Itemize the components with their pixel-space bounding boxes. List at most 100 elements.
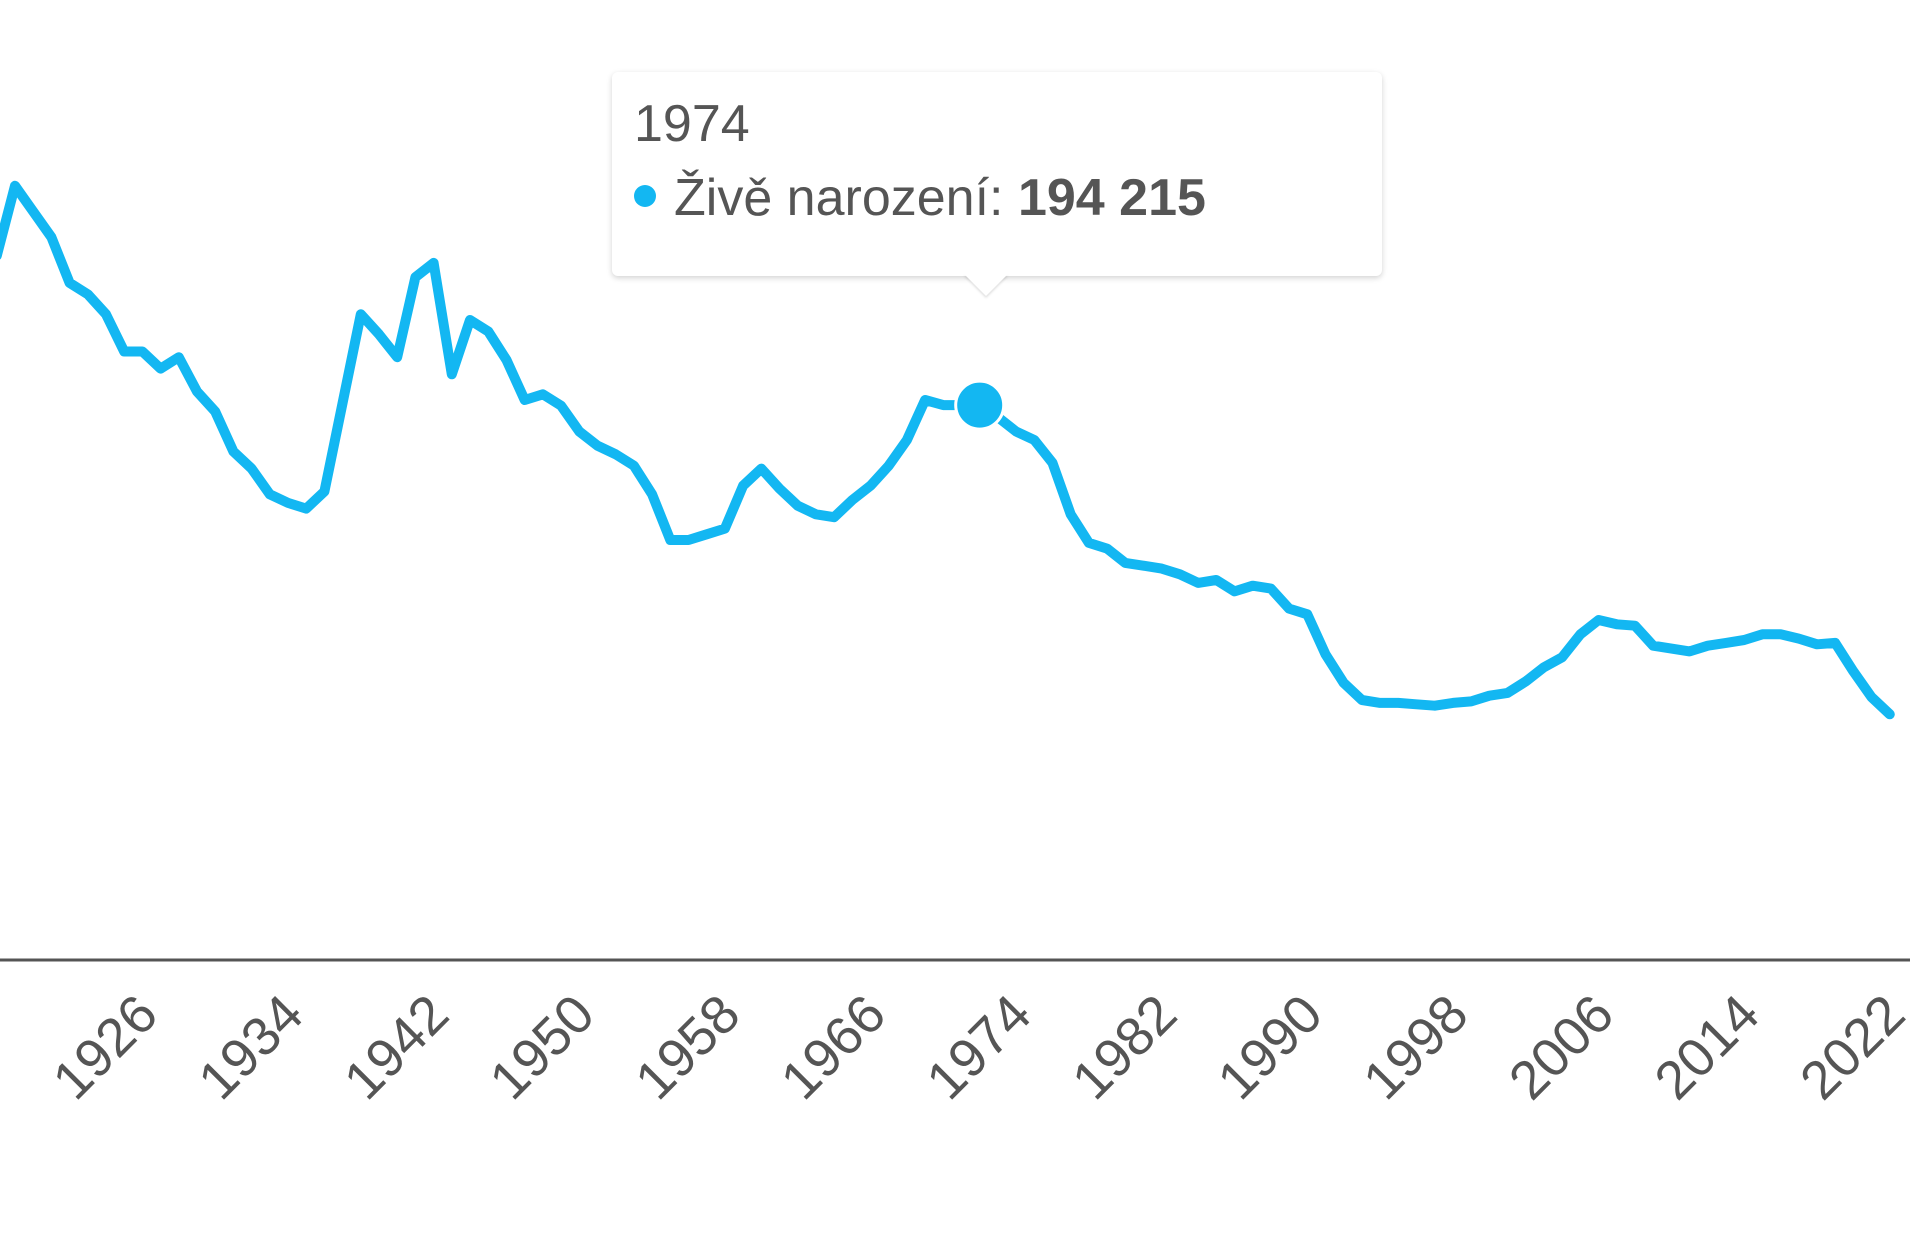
data-point-1995[interactable] [1356, 694, 1368, 706]
data-point-1925[interactable] [82, 288, 94, 300]
data-point-1948[interactable] [501, 354, 513, 366]
data-point-1958[interactable] [683, 534, 695, 546]
data-point-2011[interactable] [1647, 640, 1659, 652]
data-point-1972[interactable] [937, 399, 949, 411]
data-point-2024[interactable] [1884, 708, 1896, 720]
data-point-2010[interactable] [1629, 620, 1641, 632]
data-point-2021[interactable] [1829, 637, 1841, 649]
data-point-1966[interactable] [828, 511, 840, 523]
data-point-1945[interactable] [446, 368, 458, 380]
data-point-1963[interactable] [774, 483, 786, 495]
data-point-1983[interactable] [1138, 560, 1150, 572]
data-point-1927[interactable] [118, 346, 130, 358]
data-point-1929[interactable] [155, 363, 167, 375]
data-point-2006[interactable] [1556, 651, 1568, 663]
data-point-1991[interactable] [1283, 603, 1295, 615]
data-point-1944[interactable] [428, 257, 440, 269]
data-point-1926[interactable] [100, 308, 112, 320]
data-point-1982[interactable] [1119, 557, 1131, 569]
data-point-1950[interactable] [537, 388, 549, 400]
data-point-1955[interactable] [628, 460, 640, 472]
data-point-1993[interactable] [1320, 648, 1332, 660]
data-point-1957[interactable] [664, 534, 676, 546]
data-point-2003[interactable] [1502, 687, 1514, 699]
data-point-1933[interactable] [227, 446, 239, 458]
data-point-1960[interactable] [719, 523, 731, 535]
data-point-1959[interactable] [701, 528, 713, 540]
data-point-2007[interactable] [1574, 628, 1586, 640]
data-point-1989[interactable] [1247, 580, 1259, 592]
data-point-1937[interactable] [300, 503, 312, 515]
data-point-1979[interactable] [1065, 508, 1077, 520]
data-point-1953[interactable] [592, 440, 604, 452]
data-point-1968[interactable] [865, 480, 877, 492]
data-point-1981[interactable] [1101, 543, 1113, 555]
data-point-1954[interactable] [610, 448, 622, 460]
data-point-1971[interactable] [919, 394, 931, 406]
data-point-1923[interactable] [45, 231, 57, 243]
data-point-1980[interactable] [1083, 537, 1095, 549]
data-point-2008[interactable] [1593, 614, 1605, 626]
data-point-1994[interactable] [1338, 677, 1350, 689]
data-point-1978[interactable] [1047, 457, 1059, 469]
data-point-1998[interactable] [1411, 698, 1423, 710]
highlighted-data-point[interactable] [954, 379, 1006, 431]
data-point-2016[interactable] [1738, 634, 1750, 646]
data-point-1964[interactable] [792, 500, 804, 512]
data-point-2004[interactable] [1520, 675, 1532, 687]
data-point-1951[interactable] [555, 400, 567, 412]
data-point-1962[interactable] [755, 463, 767, 475]
data-point-1934[interactable] [246, 463, 258, 475]
data-point-1997[interactable] [1392, 697, 1404, 709]
data-point-2020[interactable] [1811, 638, 1823, 650]
data-point-1967[interactable] [846, 494, 858, 506]
data-point-1936[interactable] [282, 497, 294, 509]
data-point-1956[interactable] [646, 488, 658, 500]
data-point-1943[interactable] [409, 271, 421, 283]
data-point-1935[interactable] [264, 488, 276, 500]
data-point-2015[interactable] [1720, 637, 1732, 649]
data-point-1999[interactable] [1429, 700, 1441, 712]
data-point-2013[interactable] [1684, 645, 1696, 657]
data-point-1947[interactable] [482, 326, 494, 338]
data-point-1931[interactable] [191, 386, 203, 398]
data-point-2009[interactable] [1611, 618, 1623, 630]
data-point-1949[interactable] [519, 394, 531, 406]
data-point-2019[interactable] [1793, 633, 1805, 645]
data-point-2014[interactable] [1702, 640, 1714, 652]
data-point-1985[interactable] [1174, 568, 1186, 580]
data-point-1924[interactable] [64, 277, 76, 289]
data-point-1969[interactable] [883, 460, 895, 472]
data-point-1970[interactable] [901, 434, 913, 446]
data-point-1922[interactable] [27, 206, 39, 218]
data-point-1961[interactable] [737, 480, 749, 492]
data-point-1996[interactable] [1374, 697, 1386, 709]
data-point-1932[interactable] [209, 406, 221, 418]
data-point-1987[interactable] [1210, 574, 1222, 586]
data-point-1986[interactable] [1192, 577, 1204, 589]
data-point-1930[interactable] [173, 351, 185, 363]
data-point-2018[interactable] [1775, 628, 1787, 640]
data-point-2017[interactable] [1756, 628, 1768, 640]
data-point-1977[interactable] [1028, 434, 1040, 446]
data-point-1928[interactable] [136, 346, 148, 358]
data-point-1952[interactable] [573, 426, 585, 438]
data-point-1965[interactable] [810, 508, 822, 520]
data-point-1984[interactable] [1156, 563, 1168, 575]
data-point-1939[interactable] [337, 397, 349, 409]
data-point-1941[interactable] [373, 328, 385, 340]
data-point-1990[interactable] [1265, 583, 1277, 595]
data-point-1921[interactable] [9, 180, 21, 192]
data-point-2001[interactable] [1465, 695, 1477, 707]
data-point-1946[interactable] [464, 314, 476, 326]
data-point-1938[interactable] [318, 486, 330, 498]
data-point-2000[interactable] [1447, 697, 1459, 709]
data-point-2005[interactable] [1538, 661, 1550, 673]
data-point-1976[interactable] [1010, 426, 1022, 438]
data-point-1988[interactable] [1229, 585, 1241, 597]
data-point-1992[interactable] [1301, 608, 1313, 620]
data-point-2023[interactable] [1866, 691, 1878, 703]
data-point-1942[interactable] [391, 351, 403, 363]
data-point-2012[interactable] [1665, 643, 1677, 655]
data-point-2022[interactable] [1847, 665, 1859, 677]
